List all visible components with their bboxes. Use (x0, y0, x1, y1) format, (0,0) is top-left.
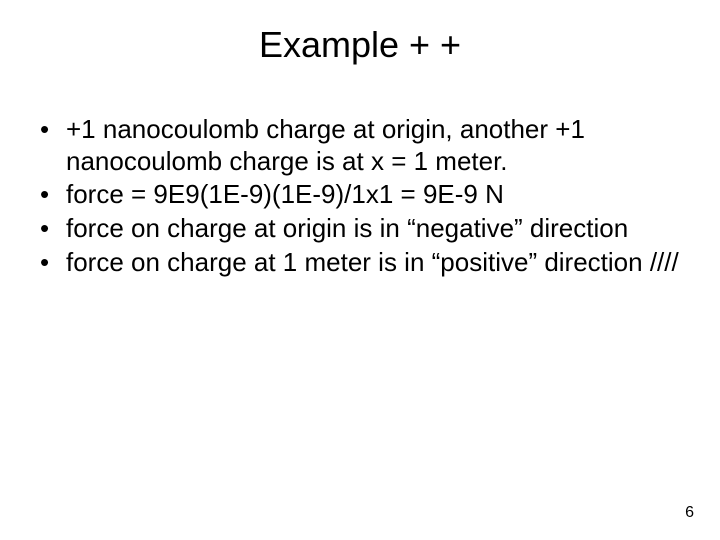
bullet-list: +1 nanocoulomb charge at origin, another… (28, 114, 692, 279)
slide-title: Example + + (28, 24, 692, 66)
bullet-item: force on charge at origin is in “negativ… (34, 213, 692, 245)
slide: Example + + +1 nanocoulomb charge at ori… (0, 0, 720, 540)
bullet-item: force on charge at 1 meter is in “positi… (34, 247, 692, 279)
bullet-item: +1 nanocoulomb charge at origin, another… (34, 114, 692, 177)
bullet-item: force = 9E9(1E-9)(1E-9)/1x1 = 9E-9 N (34, 179, 692, 211)
page-number: 6 (685, 504, 694, 522)
